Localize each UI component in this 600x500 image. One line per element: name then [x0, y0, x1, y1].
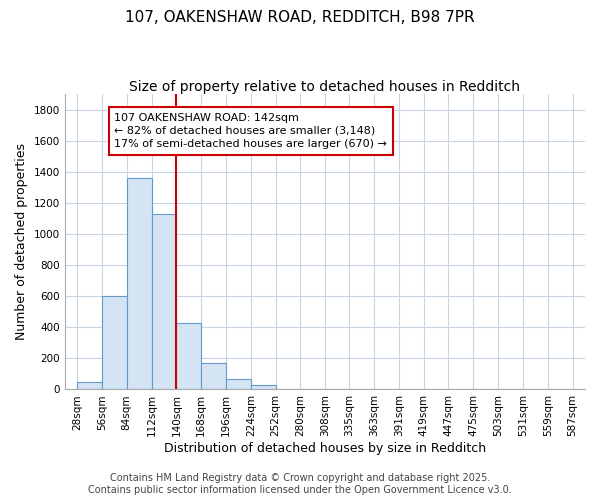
Title: Size of property relative to detached houses in Redditch: Size of property relative to detached ho…	[130, 80, 520, 94]
Text: 107 OAKENSHAW ROAD: 142sqm
← 82% of detached houses are smaller (3,148)
17% of s: 107 OAKENSHAW ROAD: 142sqm ← 82% of deta…	[115, 112, 387, 149]
Bar	[102, 296, 127, 390]
Bar	[251, 385, 275, 390]
Bar	[275, 388, 301, 390]
Bar	[226, 378, 251, 390]
Bar	[176, 322, 201, 390]
Y-axis label: Number of detached properties: Number of detached properties	[15, 143, 28, 340]
Bar	[127, 178, 152, 390]
Bar	[77, 382, 102, 390]
Text: Contains HM Land Registry data © Crown copyright and database right 2025.
Contai: Contains HM Land Registry data © Crown c…	[88, 474, 512, 495]
Bar	[152, 214, 176, 390]
X-axis label: Distribution of detached houses by size in Redditch: Distribution of detached houses by size …	[164, 442, 486, 455]
Text: 107, OAKENSHAW ROAD, REDDITCH, B98 7PR: 107, OAKENSHAW ROAD, REDDITCH, B98 7PR	[125, 10, 475, 25]
Bar	[201, 363, 226, 390]
